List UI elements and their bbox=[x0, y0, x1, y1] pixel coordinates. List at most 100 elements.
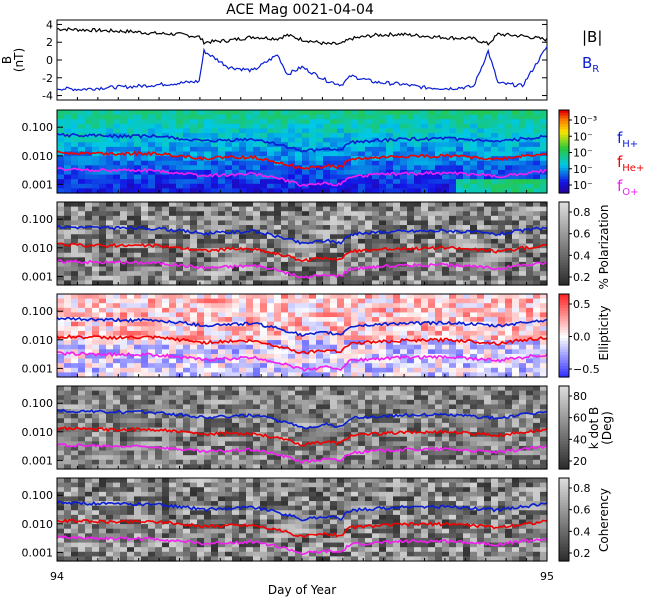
power-spectrum-heatmap-cell bbox=[512, 119, 520, 125]
ellipticity-heatmap-cell bbox=[267, 340, 275, 346]
k-dot-b-heatmap-cell bbox=[176, 459, 184, 465]
colorbar-tick-label: 10⁻ bbox=[573, 163, 593, 176]
polarization-heatmap-cell bbox=[176, 275, 184, 281]
ellipticity-heatmap-cell bbox=[71, 312, 79, 318]
power-spectrum-heatmap-cell bbox=[435, 174, 443, 180]
panel-magnetic-field: 420-2-4 B (nT) |B| BR bbox=[0, 18, 602, 102]
polarization-heatmap-cell bbox=[498, 215, 506, 222]
power-spectrum-heatmap-cell bbox=[358, 119, 366, 125]
polarization-heatmap-cell bbox=[484, 220, 492, 226]
ellipticity-line-fh bbox=[56, 316, 548, 338]
polarization-heatmap-cell bbox=[232, 252, 240, 258]
power-spectrum-heatmap-cell bbox=[225, 183, 233, 189]
ellipticity-heatmap-cell bbox=[540, 330, 548, 337]
k-dot-b-heatmap-cell bbox=[421, 399, 429, 406]
ellipticity-heatmap-cell bbox=[85, 298, 93, 304]
polarization-colorbar-swatch bbox=[559, 229, 569, 234]
ellipticity-heatmap-cell bbox=[428, 303, 436, 309]
power-spectrum-heatmap-cell bbox=[470, 133, 478, 139]
power-spectrum-heatmap-cell bbox=[344, 179, 352, 185]
k-dot-b-heatmap-cell bbox=[414, 427, 422, 433]
polarization-heatmap-cell bbox=[148, 238, 156, 245]
polarization-heatmap-cell bbox=[120, 261, 128, 268]
power-spectrum-colorbar-swatch bbox=[559, 187, 569, 191]
power-spectrum-heatmap-cell bbox=[519, 133, 527, 139]
ellipticity-heatmap-cell bbox=[463, 335, 471, 341]
power-spectrum-heatmap-cell bbox=[470, 114, 478, 120]
ellipticity-heatmap-cell bbox=[407, 303, 415, 309]
polarization-heatmap-cell bbox=[400, 215, 408, 222]
ellipticity-heatmap-cell bbox=[400, 317, 408, 323]
ellipticity-heatmap-cell bbox=[113, 298, 121, 304]
k-dot-b-heatmap-cell bbox=[393, 395, 401, 401]
power-spectrum-heatmap-cell bbox=[400, 179, 408, 185]
power-spectrum-heatmap-cell bbox=[428, 119, 436, 125]
polarization-heatmap-cell bbox=[162, 206, 170, 212]
polarization-heatmap-cell bbox=[162, 238, 170, 245]
polarization-heatmap-cell bbox=[155, 215, 163, 222]
polarization-heatmap-cell bbox=[351, 252, 359, 258]
k-dot-b-heatmap-cell bbox=[372, 432, 380, 438]
power-spectrum-heatmap-cell bbox=[211, 119, 219, 125]
power-spectrum-heatmap-cell bbox=[85, 142, 93, 148]
polarization-heatmap-cell bbox=[120, 280, 128, 286]
polarization-heatmap-cell bbox=[470, 225, 478, 231]
polarization-heatmap-cell bbox=[281, 252, 289, 258]
power-spectrum-heatmap-cell bbox=[176, 123, 184, 130]
power-spectrum-heatmap-cell bbox=[281, 114, 289, 120]
power-spectrum-heatmap-cell bbox=[540, 174, 548, 180]
ellipticity-heatmap-cell bbox=[197, 321, 205, 327]
k-dot-b-heatmap-cell bbox=[78, 441, 86, 447]
polarization-heatmap-cell bbox=[477, 275, 485, 281]
power-spectrum-heatmap-cell bbox=[372, 165, 380, 171]
power-spectrum-heatmap-cell bbox=[295, 133, 303, 139]
polarization-colorbar-swatch bbox=[559, 204, 569, 209]
polarization-heatmap-cell bbox=[106, 206, 114, 212]
k-dot-b-heatmap-cell bbox=[106, 455, 114, 461]
k-dot-b-heatmap-cell bbox=[253, 450, 261, 456]
power-spectrum-heatmap-cell bbox=[267, 179, 275, 185]
polarization-heatmap-cell bbox=[505, 225, 513, 231]
polarization-heatmap-cell bbox=[526, 211, 534, 217]
polarization-heatmap-cell bbox=[127, 215, 135, 222]
polarization-heatmap-cell bbox=[225, 275, 233, 281]
polarization-heatmap-cell bbox=[526, 238, 534, 245]
ellipticity-heatmap-cell bbox=[204, 358, 212, 364]
polarization-heatmap-cell bbox=[225, 261, 233, 268]
power-spectrum-heatmap-cell bbox=[456, 179, 464, 185]
k-dot-b-heatmap-cell bbox=[344, 413, 352, 419]
power-spectrum-heatmap-cell bbox=[533, 123, 541, 130]
ellipticity-heatmap-cell bbox=[57, 367, 65, 373]
ellipticity-heatmap-cell bbox=[351, 353, 359, 360]
k-dot-b-heatmap-cell bbox=[211, 386, 219, 392]
polarization-heatmap-cell bbox=[127, 202, 135, 208]
power-spectrum-heatmap-cell bbox=[372, 169, 380, 176]
polarization-heatmap-cell bbox=[274, 215, 282, 222]
k-dot-b-heatmap-cell bbox=[162, 418, 170, 424]
power-spectrum-heatmap-cell bbox=[57, 142, 65, 148]
ellipticity-heatmap-cell bbox=[239, 349, 247, 355]
power-spectrum-heatmap-cell bbox=[435, 165, 443, 171]
k-dot-b-heatmap-cell bbox=[232, 455, 240, 461]
polarization-heatmap-cell bbox=[246, 257, 254, 263]
polarization-heatmap-cell bbox=[148, 257, 156, 263]
polarization-heatmap-cell bbox=[246, 252, 254, 258]
power-spectrum-heatmap-cell bbox=[358, 137, 366, 143]
ellipticity-heatmap-cell bbox=[330, 358, 338, 364]
ellipticity-heatmap-cell bbox=[281, 321, 289, 327]
power-spectrum-heatmap-cell bbox=[302, 133, 310, 139]
power-spectrum-heatmap-cell bbox=[288, 114, 296, 120]
ellipticity-heatmap-cell bbox=[498, 363, 506, 369]
k-dot-b-heatmap-cell bbox=[407, 464, 415, 470]
power-spectrum-heatmap-cell bbox=[470, 174, 478, 180]
polarization-heatmap-cell bbox=[351, 271, 359, 277]
ellipticity-heatmap-cell bbox=[190, 363, 198, 369]
ellipticity-heatmap-cell bbox=[267, 344, 275, 350]
ellipticity-heatmap-cell bbox=[218, 307, 226, 314]
polarization-heatmap-cell bbox=[533, 215, 541, 222]
power-spectrum-heatmap-cell bbox=[316, 119, 324, 125]
ellipticity-heatmap-cell bbox=[323, 294, 331, 300]
power-spectrum-heatmap-cell bbox=[99, 160, 107, 166]
power-spectrum-heatmap-cell bbox=[519, 128, 527, 134]
ellipticity-heatmap-cell bbox=[71, 353, 79, 360]
